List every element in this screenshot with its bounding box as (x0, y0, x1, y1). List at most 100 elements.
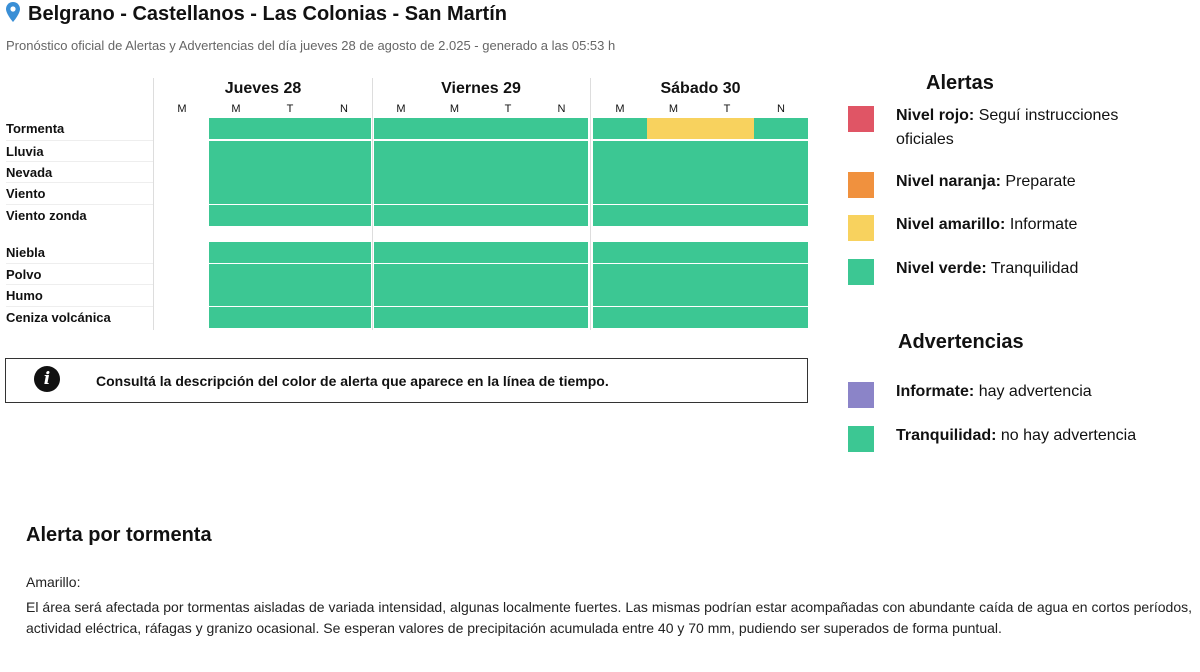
timeline-cell[interactable] (263, 118, 317, 139)
timeline-cell[interactable] (317, 242, 371, 263)
timeline-cell[interactable] (593, 242, 647, 263)
timeline-cell[interactable] (535, 285, 588, 306)
timeline-cell[interactable] (700, 285, 754, 306)
timeline-cell[interactable] (428, 205, 481, 226)
timeline-cell[interactable] (317, 205, 371, 226)
timeline-cell[interactable] (428, 307, 481, 328)
timeline-cell[interactable] (317, 183, 371, 204)
timeline-cell[interactable] (317, 141, 371, 162)
timeline-cell[interactable] (374, 162, 428, 183)
timeline-cell[interactable] (647, 205, 700, 226)
timeline-cell[interactable] (535, 162, 588, 183)
timeline-cell[interactable] (700, 264, 754, 285)
timeline-cell[interactable] (754, 242, 808, 263)
timeline-cell[interactable] (317, 285, 371, 306)
timeline-cell[interactable] (209, 285, 263, 306)
timeline-cell[interactable] (593, 307, 647, 328)
timeline-cell[interactable] (700, 242, 754, 263)
timeline-cell[interactable] (647, 162, 700, 183)
timeline-cell[interactable] (754, 141, 808, 162)
timeline-cell[interactable] (535, 264, 588, 285)
timeline-cell[interactable] (700, 162, 754, 183)
timeline-cell[interactable] (428, 118, 481, 139)
timeline-cell[interactable] (209, 264, 263, 285)
timeline-cell[interactable] (374, 205, 428, 226)
timeline-cell[interactable] (754, 264, 808, 285)
timeline-cell[interactable] (481, 141, 535, 162)
alert-detail-body: El área será afectada por tormentas aisl… (26, 599, 1192, 636)
timeline-cell[interactable] (263, 205, 317, 226)
timeline-cell[interactable] (481, 162, 535, 183)
timeline-cell[interactable] (647, 285, 700, 306)
timeline-cell[interactable] (754, 307, 808, 328)
timeline-cell[interactable] (535, 242, 588, 263)
timeline-cell[interactable] (593, 141, 647, 162)
timeline-cell[interactable] (209, 141, 263, 162)
timeline-cell[interactable] (374, 242, 428, 263)
timeline-cell[interactable] (481, 264, 535, 285)
timeline-cell[interactable] (209, 307, 263, 328)
timeline-cell[interactable] (317, 118, 371, 139)
timeline-cell[interactable] (374, 307, 428, 328)
timeline-cell[interactable] (263, 264, 317, 285)
timeline-cell[interactable] (317, 307, 371, 328)
timeline-cell[interactable] (428, 162, 481, 183)
timeline-cell[interactable] (481, 242, 535, 263)
timeline-cell[interactable] (481, 118, 535, 139)
timeline-cell[interactable] (593, 264, 647, 285)
timeline-cell[interactable] (428, 183, 481, 204)
timeline-cell[interactable] (700, 307, 754, 328)
timeline-cell[interactable] (535, 183, 588, 204)
timeline-cell[interactable] (374, 285, 428, 306)
timeline-cell[interactable] (754, 183, 808, 204)
timeline-cell[interactable] (535, 141, 588, 162)
timeline-cell[interactable] (754, 285, 808, 306)
timeline-cell[interactable] (535, 307, 588, 328)
timeline-cell[interactable] (754, 205, 808, 226)
timeline-cell[interactable] (428, 264, 481, 285)
timeline-cell[interactable] (428, 285, 481, 306)
timeline-cell[interactable] (263, 141, 317, 162)
timeline-cell[interactable] (481, 307, 535, 328)
timeline-cell[interactable] (428, 141, 481, 162)
timeline-cell[interactable] (209, 162, 263, 183)
timeline-cell[interactable] (647, 307, 700, 328)
timeline-cell[interactable] (700, 183, 754, 204)
timeline-cell[interactable] (263, 183, 317, 204)
timeline-cell[interactable] (754, 162, 808, 183)
timeline-cell[interactable] (481, 183, 535, 204)
timeline-cell[interactable] (263, 307, 317, 328)
timeline-cell[interactable] (481, 205, 535, 226)
timeline-cell[interactable] (535, 205, 588, 226)
timeline-cell[interactable] (593, 118, 647, 139)
timeline-cell[interactable] (647, 242, 700, 263)
timeline-cell[interactable] (647, 264, 700, 285)
timeline-cell[interactable] (263, 242, 317, 263)
timeline-cell[interactable] (317, 162, 371, 183)
timeline-cell[interactable] (647, 183, 700, 204)
timeline-cell[interactable] (535, 118, 588, 139)
timeline-cell[interactable] (700, 118, 754, 139)
timeline-cell[interactable] (209, 205, 263, 226)
timeline-cell[interactable] (374, 183, 428, 204)
timeline-cell[interactable] (374, 141, 428, 162)
timeline-cell[interactable] (700, 141, 754, 162)
timeline-cell[interactable] (374, 264, 428, 285)
timeline-cell[interactable] (374, 118, 428, 139)
timeline-cell[interactable] (700, 205, 754, 226)
timeline-cell[interactable] (481, 285, 535, 306)
timeline-cell[interactable] (428, 242, 481, 263)
timeline-cell[interactable] (263, 162, 317, 183)
timeline-cell[interactable] (754, 118, 808, 139)
timeline-cell[interactable] (647, 118, 700, 139)
timeline-cell[interactable] (263, 285, 317, 306)
timeline-cell[interactable] (209, 118, 263, 139)
timeline-cell[interactable] (209, 183, 263, 204)
timeline-cell[interactable] (593, 285, 647, 306)
timeline-cell[interactable] (593, 183, 647, 204)
timeline-cell[interactable] (209, 242, 263, 263)
timeline-cell[interactable] (593, 205, 647, 226)
timeline-cell[interactable] (593, 162, 647, 183)
timeline-cell[interactable] (317, 264, 371, 285)
timeline-cell[interactable] (647, 141, 700, 162)
